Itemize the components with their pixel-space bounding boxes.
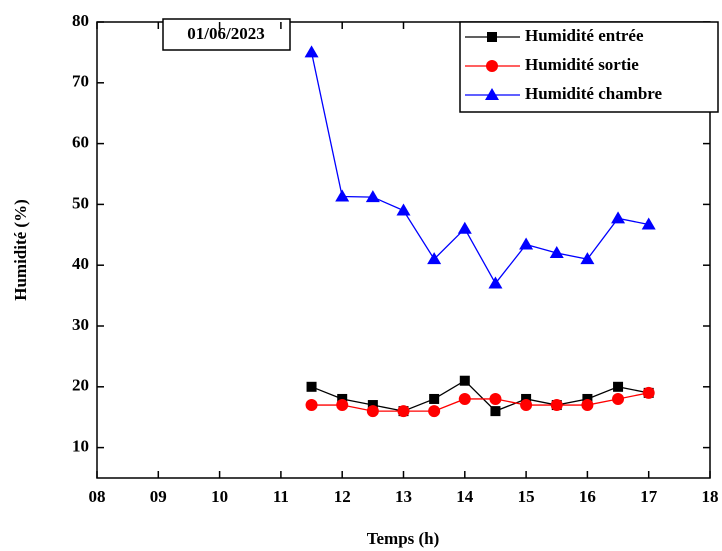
legend-marker <box>486 60 498 72</box>
marker <box>396 203 411 216</box>
marker <box>335 189 350 202</box>
x-tick-label: 17 <box>640 487 658 506</box>
x-axis-label: Temps (h) <box>367 529 440 548</box>
y-axis-label: Humidité (%) <box>11 199 30 301</box>
marker <box>612 392 625 405</box>
marker <box>488 276 503 289</box>
marker <box>521 393 532 404</box>
y-tick-label: 20 <box>72 376 89 395</box>
marker <box>489 392 502 405</box>
marker <box>458 392 471 405</box>
marker <box>459 375 470 386</box>
marker <box>366 405 379 418</box>
marker <box>397 405 410 418</box>
x-tick-label: 13 <box>395 487 412 506</box>
marker <box>580 252 595 265</box>
marker <box>367 400 378 411</box>
marker <box>337 393 348 404</box>
x-tick-label: 09 <box>150 487 167 506</box>
marker <box>428 405 441 418</box>
marker <box>581 399 594 412</box>
y-tick-label: 40 <box>72 254 89 273</box>
marker <box>519 237 534 250</box>
marker <box>304 45 319 58</box>
marker <box>429 393 440 404</box>
marker <box>306 381 317 392</box>
series-line <box>310 52 649 285</box>
x-tick-label: 08 <box>89 487 106 506</box>
y-tick-label: 10 <box>72 437 89 456</box>
legend-label: Humidité entrée <box>525 26 644 45</box>
legend-label: Humidité sortie <box>525 55 639 74</box>
marker <box>457 221 472 234</box>
y-tick-label: 50 <box>72 193 89 212</box>
marker <box>305 399 318 412</box>
y-tick-label: 30 <box>72 315 89 334</box>
marker <box>611 211 626 224</box>
marker <box>550 399 563 412</box>
marker <box>549 246 564 259</box>
marker <box>490 406 501 417</box>
annotation-box <box>162 18 291 51</box>
marker <box>336 399 349 412</box>
legend-marker <box>487 32 497 42</box>
y-tick-label: 70 <box>72 72 89 91</box>
x-tick-label: 10 <box>211 487 228 506</box>
legend-marker <box>485 88 499 100</box>
x-tick-label: 11 <box>273 487 289 506</box>
annotation: 01/06/2023 <box>187 24 264 43</box>
y-tick-label: 60 <box>72 133 89 152</box>
marker <box>427 252 442 265</box>
x-tick-label: 16 <box>579 487 596 506</box>
legend-label: Humidité chambre <box>525 84 663 103</box>
marker <box>520 399 533 412</box>
x-tick-label: 15 <box>518 487 535 506</box>
marker <box>642 386 655 399</box>
y-tick-label: 80 <box>72 11 89 30</box>
marker <box>365 190 380 203</box>
x-tick-label: 18 <box>702 487 719 506</box>
marker <box>641 217 656 230</box>
marker <box>613 381 624 392</box>
x-tick-label: 12 <box>334 487 351 506</box>
x-tick-label: 14 <box>456 487 474 506</box>
marker <box>582 393 593 404</box>
series-line <box>311 379 649 412</box>
